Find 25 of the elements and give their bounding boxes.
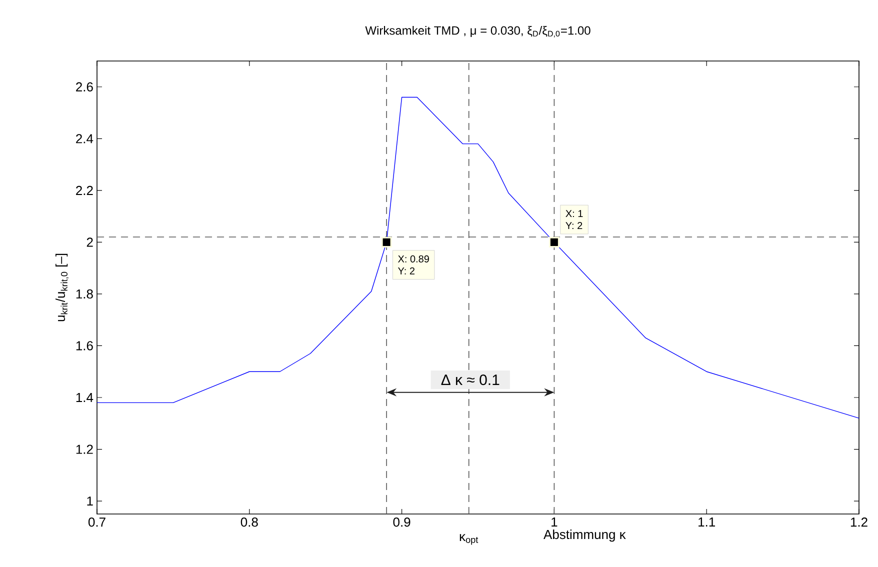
ref-line-label: κ$_{opt}$: [460, 534, 478, 545]
chart-title: Wirksamkeit TMD , μ = 0.030, ξ$_{D}$/ξ$_{D,0}$=1.00: [365, 26, 590, 38]
x-axis-title: Abstimmung κ: [544, 530, 626, 542]
y-tick-label: 1: [87, 496, 93, 506]
y-tick-label: 1.4: [76, 393, 94, 402]
y-tick-label: 2.4: [76, 134, 94, 144]
annotation: Δ κ ≈ 0.1: [441, 374, 500, 386]
y-tick-label: 1.6: [76, 341, 93, 350]
y-tick-label: 2: [86, 238, 93, 247]
y-axis-title: u$_{krit}$/u$_{krit,0}$ [–]: [55, 254, 69, 322]
x-tick-label: 0.9: [393, 518, 410, 527]
y-tick-label: 2.6: [76, 82, 93, 92]
x-tick-label: 1.1: [698, 518, 716, 526]
y-tick-label: 1.8: [76, 289, 93, 299]
x-tick-label: 1: [552, 518, 558, 526]
annotation: X: 0.89: [398, 255, 429, 262]
line-series: [96, 96, 860, 419]
annotation: X: 1: [566, 210, 583, 217]
x-tick-label: 0.7: [88, 518, 106, 527]
y-tick-label: 1.2: [76, 444, 93, 454]
annotation: Y: 2: [398, 267, 414, 274]
annotation: Y: 2: [566, 222, 582, 229]
x-tick-label: 1.2: [850, 518, 868, 527]
y-tick-label: 2.2: [76, 186, 93, 195]
x-tick-label: 0.8: [240, 518, 258, 527]
